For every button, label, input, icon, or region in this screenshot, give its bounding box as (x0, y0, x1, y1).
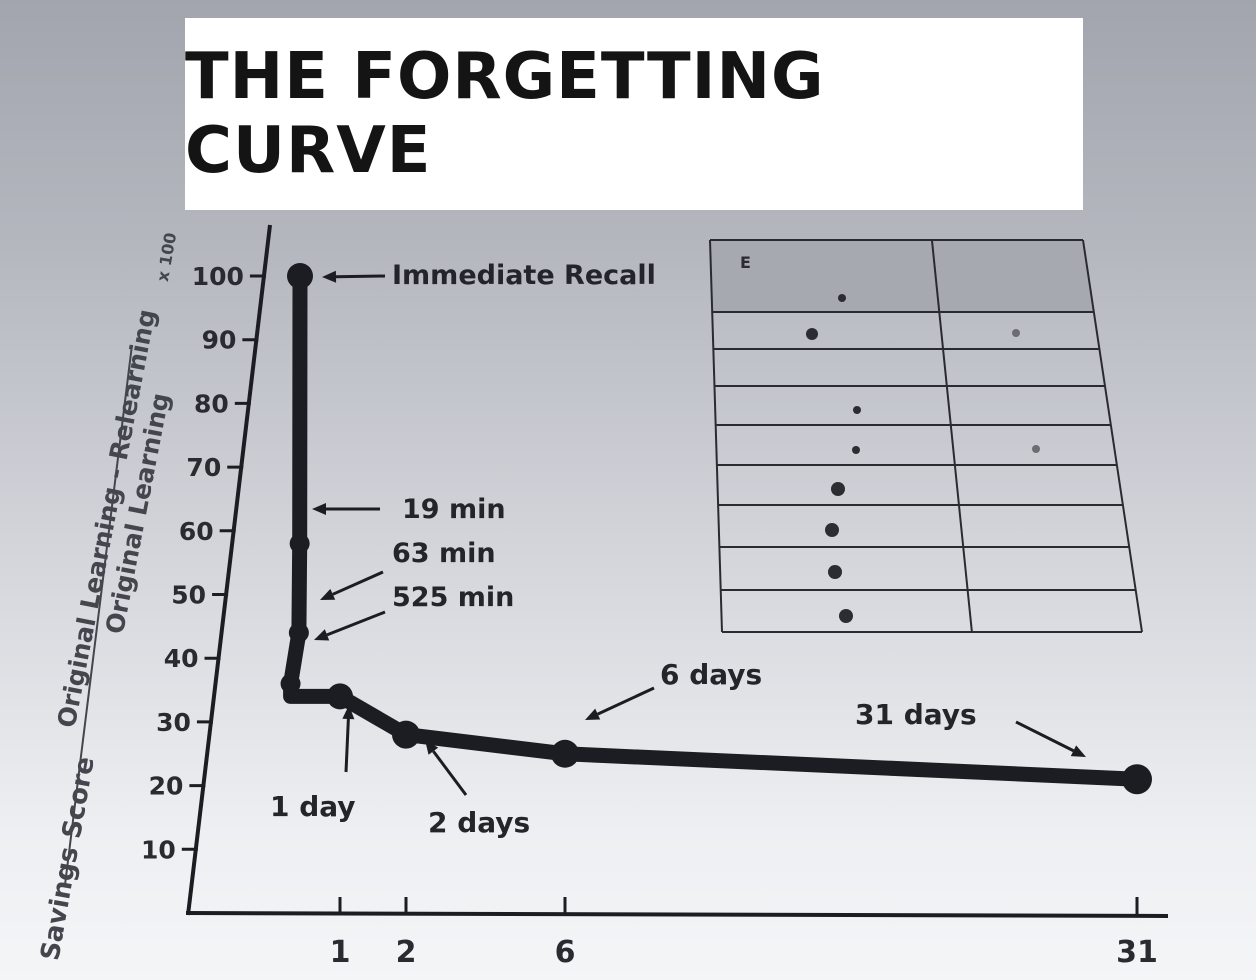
table-left-edge (709, 239, 723, 633)
y-label-suffix: x 100 (153, 231, 180, 283)
y-tick-label-30: 30 (156, 708, 191, 737)
y-tick-label-80: 80 (194, 389, 229, 418)
table-header-mark: E (740, 253, 751, 272)
y-tick-label-60: 60 (179, 517, 214, 546)
annotation-arrow-5 (432, 750, 468, 796)
chart-title: THE FORGETTING CURVE (185, 40, 825, 188)
annotations: Immediate Recall 19 min 63 min 525 min 1 day… (270, 260, 1086, 839)
table-mark-2 (853, 406, 861, 414)
annotation-arrow-0 (335, 274, 386, 279)
y-ticks: 10 20 30 40 50 60 70 80 90 100 (141, 262, 266, 864)
annotation-4: 1 day (270, 705, 356, 823)
annotation-arrowhead-7 (1070, 745, 1086, 757)
table-mark-8 (1032, 445, 1040, 453)
table-right-edge (1082, 239, 1143, 633)
x-tick-label-31: 31 (1116, 935, 1158, 970)
y-tick-label-40: 40 (164, 644, 199, 673)
curve-line (283, 268, 1145, 787)
annotation-arrow-7 (1015, 720, 1075, 753)
annotation-arrowhead-3 (314, 629, 330, 641)
table-header-fill (710, 240, 1094, 312)
table-column-divider (930, 239, 973, 633)
inset-table: E (709, 239, 1143, 633)
annotation-arrowhead-1 (312, 503, 326, 515)
annotation-arrowhead-6 (585, 708, 601, 720)
annotation-label-2: 63 min (392, 538, 496, 569)
annotation-0: Immediate Recall (322, 260, 656, 291)
annotation-arrow-4 (344, 718, 350, 773)
curve-point-6 (551, 739, 579, 768)
table-mark-3 (852, 446, 860, 454)
annotation-label-3: 525 min (392, 582, 514, 613)
curve-point-2 (288, 622, 309, 643)
table-mark-6 (828, 565, 842, 579)
annotation-label-5: 2 days (428, 806, 530, 839)
annotation-7: 31 days (855, 698, 1086, 757)
y-label-fraction-bar (64, 344, 133, 886)
table-mark-1 (806, 328, 818, 340)
curve-point-7 (1122, 764, 1152, 795)
table-mark-0 (838, 294, 846, 302)
table-mark-5 (825, 523, 839, 537)
table-mark-9 (1012, 329, 1020, 337)
y-label-side: Savings Score (35, 754, 100, 962)
curve-point-0 (287, 263, 313, 289)
y-tick-label-50: 50 (171, 581, 206, 610)
y-tick-label-70: 70 (186, 453, 221, 482)
annotation-label-1: 19 min (402, 494, 506, 525)
annotation-label-4: 1 day (270, 790, 356, 823)
y-tick-label-90: 90 (202, 326, 237, 355)
curve-point-4 (327, 683, 353, 710)
y-tick-label-100: 100 (192, 262, 244, 291)
annotation-label-7: 31 days (855, 698, 977, 731)
annotation-label-0: Immediate Recall (392, 260, 656, 291)
annotation-6: 6 days (585, 658, 762, 720)
x-tick-label-6: 6 (555, 935, 576, 970)
x-tick-label-1: 1 (330, 935, 351, 970)
curve-point-3 (280, 673, 301, 694)
annotation-arrowhead-4 (342, 705, 355, 720)
annotation-1: 19 min (312, 494, 506, 525)
annotation-2: 63 min (320, 538, 496, 600)
curve-point-5 (392, 720, 420, 749)
x-ticks: 1 2 6 31 (330, 897, 1158, 970)
table-mark-7 (839, 609, 853, 623)
annotation-arrowhead-2 (320, 588, 336, 600)
annotation-5: 2 days (425, 740, 530, 839)
annotation-label-6: 6 days (660, 658, 762, 691)
y-tick-label-20: 20 (149, 772, 184, 801)
annotation-arrow-3 (326, 610, 386, 637)
annotation-3: 525 min (314, 582, 514, 641)
curve (280, 263, 1152, 795)
x-axis-line (185, 911, 1169, 918)
annotation-arrowhead-0 (322, 270, 337, 283)
annotation-arrowhead-5 (425, 740, 439, 755)
title-box: THE FORGETTING CURVE (185, 18, 1083, 210)
annotation-arrow-2 (332, 570, 384, 596)
x-tick-label-2: 2 (396, 935, 417, 970)
y-tick-label-10: 10 (141, 835, 176, 864)
annotation-arrow-6 (597, 686, 655, 716)
curve-point-1 (289, 533, 310, 554)
table-mark-4 (831, 482, 845, 496)
